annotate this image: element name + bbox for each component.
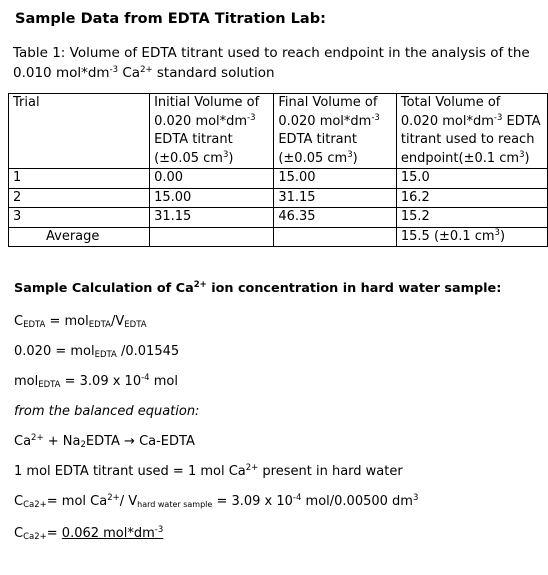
table-caption: Table 1: Volume of EDTA titrant used to … [13,45,530,81]
cell-initial: 15.00 [149,187,275,208]
table-row: 1 0.00 15.00 15.0 [7,168,548,189]
table-row: 3 31.15 46.35 15.2 [7,207,548,228]
calculation-title: Sample Calculation of Ca2+ ion concentra… [14,280,502,296]
calc-line-final-result: CCa2+= 0.062 mol*dm-3 [14,525,164,542]
average-empty-initial [149,226,275,247]
header-final-volume: Final Volume of 0.020 mol*dm-3 EDTA titr… [273,93,397,169]
calc-line-balanced-equation-label: from the balanced equation: [14,404,200,419]
cell-final: 46.35 [273,207,397,228]
calc-line-moles-edta: molEDTA = 3.09 x 10-4 mol [14,373,178,390]
cell-trial: 2 [7,187,151,208]
table-row: 2 15.00 31.15 16.2 [7,187,548,208]
page-heading: Sample Data from EDTA Titration Lab: [15,11,326,27]
cell-total: 15.0 [395,168,548,189]
header-trial: Trial [7,93,151,169]
calc-line-calcium-concentration: CCa2+= mol Ca2+/ Vhard water sample = 3.… [14,493,419,510]
calc-line-mole-ratio: 1 mol EDTA titrant used = 1 mol Ca2+ pre… [14,463,403,479]
average-value: 15.5 (±0.1 cm3) [395,226,548,247]
average-row: Average 15.5 (±0.1 cm3) [7,226,548,247]
cell-trial: 1 [7,168,151,189]
titration-data-table: Trial Initial Volume of 0.020 mol*dm-3 E… [7,93,548,247]
cell-initial: 0.00 [149,168,275,189]
average-empty-final [273,226,397,247]
header-total-volume: Total Volume of 0.020 mol*dm-3 EDTA titr… [395,93,548,169]
cell-total: 15.2 [395,207,548,228]
cell-trial: 3 [7,207,151,228]
cell-final: 15.00 [273,168,397,189]
calc-line-reaction-equation: Ca2+ + Na2EDTA → Ca-EDTA [14,433,195,450]
cell-total: 16.2 [395,187,548,208]
table-header-row: Trial Initial Volume of 0.020 mol*dm-3 E… [7,93,548,169]
calc-line-substitution: 0.020 = molEDTA /0.01545 [14,344,180,360]
average-label: Average [7,226,151,247]
cell-initial: 31.15 [149,207,275,228]
final-result-value: 0.062 mol*dm-3 [61,525,164,541]
calc-line-concentration-formula: CEDTA = molEDTA/VEDTA [14,314,147,330]
header-initial-volume: Initial Volume of 0.020 mol*dm-3 EDTA ti… [149,93,275,169]
cell-final: 31.15 [273,187,397,208]
